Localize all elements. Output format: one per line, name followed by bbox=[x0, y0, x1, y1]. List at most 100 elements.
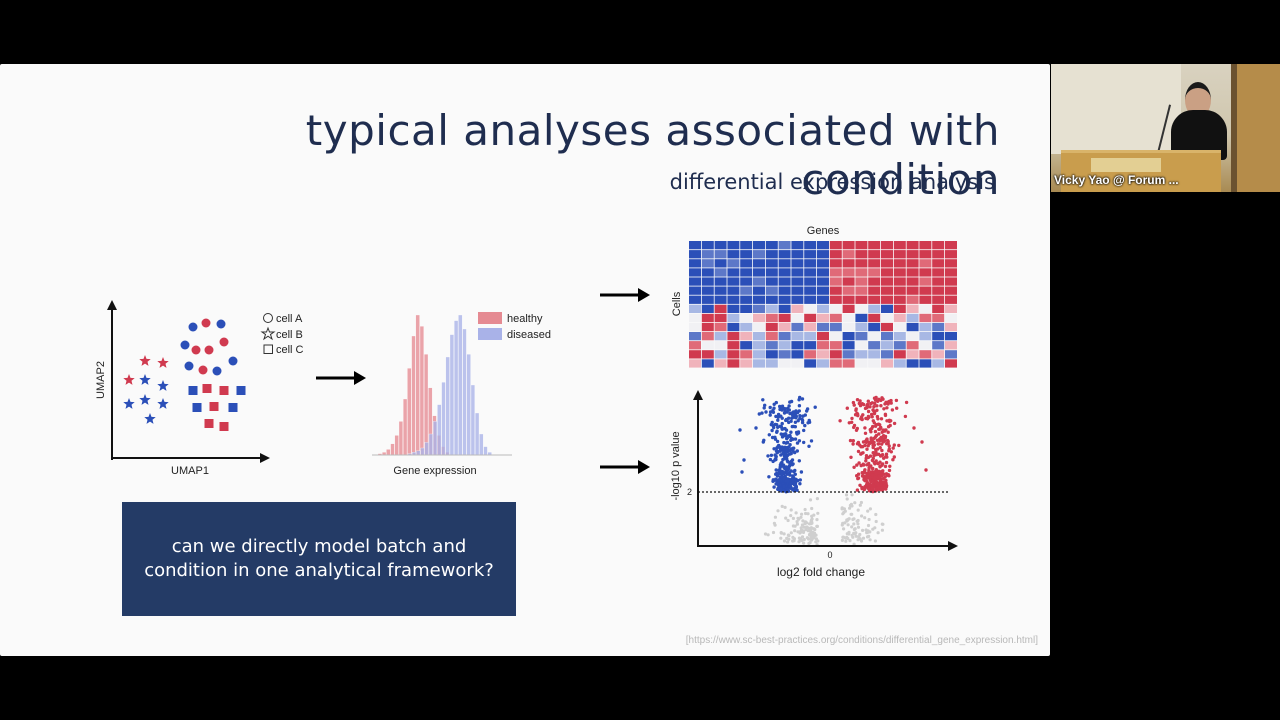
heatmap-cell bbox=[842, 341, 855, 350]
volcano-point-down bbox=[793, 420, 798, 424]
volcano-point-down bbox=[773, 435, 777, 439]
volcano-point-ns bbox=[791, 524, 795, 528]
volcano-point-ns bbox=[786, 533, 790, 537]
heatmap-cell bbox=[689, 313, 701, 323]
volcano-point-ns bbox=[848, 539, 852, 543]
heatmap-cell bbox=[714, 322, 727, 332]
volcano-point-ns bbox=[800, 523, 804, 527]
heatmap-cell bbox=[804, 322, 817, 332]
volcano-point-down bbox=[774, 468, 778, 472]
heatmap-cell bbox=[855, 313, 868, 323]
histogram-bar-diseased bbox=[428, 433, 433, 456]
volcano-point-ns bbox=[797, 540, 801, 544]
volcano-point-ns bbox=[791, 539, 795, 543]
histogram-bar-diseased bbox=[449, 334, 454, 456]
volcano-point-up bbox=[884, 452, 889, 456]
volcano-point-up bbox=[891, 458, 895, 462]
volcano-point-up bbox=[869, 464, 873, 468]
volcano-point-down bbox=[761, 398, 765, 402]
volcano-point-ns bbox=[766, 533, 770, 537]
volcano-point-down bbox=[788, 473, 792, 477]
heatmap-cell bbox=[753, 332, 765, 341]
heatmap-cell bbox=[791, 350, 804, 359]
volcano-point-down bbox=[787, 470, 792, 475]
heatmap-cell bbox=[740, 286, 753, 295]
volcano-point-down bbox=[777, 471, 781, 476]
volcano-point-ns bbox=[773, 515, 777, 519]
volcano-point-ns bbox=[858, 503, 862, 507]
heatmap-cell bbox=[765, 286, 778, 295]
heatmap-cell bbox=[727, 241, 740, 250]
heatmap-cell bbox=[881, 350, 893, 359]
histogram-bar-diseased bbox=[424, 442, 429, 456]
heatmap-cell bbox=[753, 313, 765, 323]
volcano-point-up bbox=[869, 479, 873, 484]
volcano-point-ns bbox=[804, 528, 808, 532]
heatmap-cell bbox=[881, 259, 893, 268]
heatmap-cell bbox=[855, 322, 868, 332]
volcano-point-ns bbox=[782, 539, 787, 543]
heatmap-cell bbox=[945, 322, 957, 332]
volcano-point-up bbox=[866, 409, 871, 414]
volcano-point-down bbox=[784, 465, 789, 469]
heatmap-cell bbox=[893, 241, 906, 250]
volcano-point-up bbox=[878, 475, 882, 479]
volcano-point-down bbox=[801, 414, 805, 418]
heatmap-cell bbox=[932, 359, 945, 368]
heatmap-cell bbox=[868, 268, 881, 277]
umap-square-point bbox=[202, 384, 212, 393]
heatmap-cell bbox=[881, 250, 893, 259]
heatmap-cell bbox=[740, 250, 753, 259]
heatmap-cell bbox=[893, 259, 906, 268]
volcano-point-ns bbox=[856, 522, 860, 526]
volcano-points bbox=[738, 395, 928, 547]
heatmap-cell bbox=[714, 277, 727, 286]
volcano-point-down bbox=[798, 482, 802, 486]
heatmap-cell bbox=[804, 241, 817, 250]
umap-star-point bbox=[157, 398, 169, 409]
volcano-point-ns bbox=[860, 514, 864, 518]
speaker-video-tile[interactable] bbox=[1051, 64, 1280, 192]
heatmap-cell bbox=[701, 359, 714, 368]
volcano-point-up bbox=[874, 395, 878, 400]
heatmap-cell bbox=[765, 332, 778, 341]
heatmap-cell bbox=[778, 322, 791, 332]
volcano-xlabel: log2 fold change bbox=[777, 565, 865, 579]
volcano-point-down bbox=[803, 423, 807, 428]
volcano-point-down bbox=[780, 416, 784, 420]
volcano-point-down bbox=[795, 432, 799, 436]
volcano-point-down bbox=[791, 413, 795, 417]
heatmap-cell bbox=[855, 295, 868, 304]
histogram-bar-healthy bbox=[407, 368, 412, 456]
heatmap-cell bbox=[753, 250, 765, 259]
volcano-ylabel: -log10 p value bbox=[670, 431, 682, 500]
citation-link[interactable]: [https://www.sc-best-practices.org/condi… bbox=[685, 635, 1038, 646]
heatmap-cell bbox=[791, 268, 804, 277]
volcano-point-up bbox=[879, 426, 883, 430]
heatmap-cell bbox=[804, 286, 817, 295]
volcano-point-up bbox=[867, 441, 872, 446]
volcano-point-up bbox=[887, 418, 892, 422]
volcano-point-ns bbox=[803, 507, 807, 512]
heatmap-cell bbox=[881, 241, 893, 250]
heatmap-cell bbox=[689, 241, 701, 250]
heatmap-cell bbox=[829, 295, 842, 304]
histogram-bar-diseased bbox=[466, 354, 471, 456]
umap-circle-point bbox=[204, 345, 214, 355]
heatmap-cell bbox=[753, 295, 765, 304]
volcano-point-up bbox=[888, 464, 892, 468]
volcano-point-down bbox=[788, 461, 792, 466]
volcano-point-down bbox=[772, 447, 776, 451]
heatmap-cell bbox=[740, 359, 753, 368]
volcano-point-up bbox=[875, 447, 880, 451]
volcano-point-up bbox=[881, 428, 885, 433]
heatmap-cell bbox=[906, 304, 919, 313]
heatmap-cell bbox=[881, 359, 893, 368]
volcano-point-down bbox=[782, 484, 786, 489]
heatmap-cell bbox=[804, 332, 817, 341]
heatmap-cell bbox=[701, 286, 714, 295]
volcano-point-down bbox=[792, 487, 797, 492]
volcano-point-ns bbox=[763, 532, 768, 536]
histogram-bar-healthy bbox=[398, 421, 403, 456]
volcano-point-ns bbox=[856, 525, 861, 529]
